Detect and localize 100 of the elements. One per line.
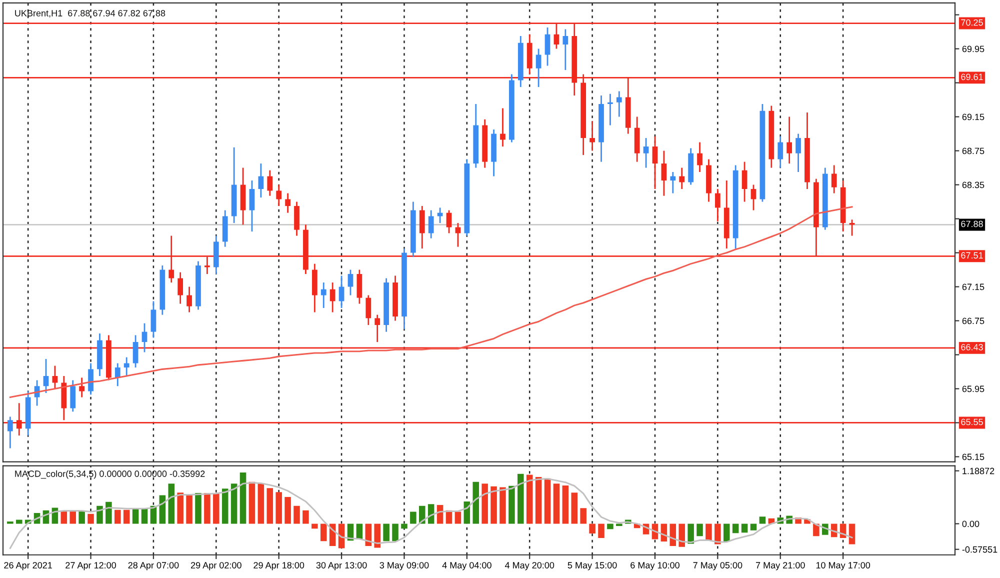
bar bbox=[70, 510, 76, 524]
bar bbox=[374, 524, 380, 548]
candlestick bbox=[697, 142, 702, 173]
candlestick bbox=[43, 358, 49, 394]
candlestick bbox=[132, 334, 138, 368]
bar bbox=[302, 510, 309, 524]
bar bbox=[213, 493, 220, 524]
bar bbox=[526, 474, 533, 524]
candlestick bbox=[536, 48, 542, 88]
bar bbox=[294, 506, 300, 524]
x-tick-label: 4 May 04:00 bbox=[442, 562, 492, 570]
bar bbox=[168, 484, 175, 524]
ref-line-label: 67.51 bbox=[961, 252, 983, 259]
x-tick-label: 29 Apr 18:00 bbox=[254, 562, 304, 570]
x-tick-label: 3 May 09:00 bbox=[380, 562, 429, 570]
bar bbox=[123, 510, 130, 524]
bar bbox=[500, 487, 506, 524]
bar bbox=[258, 484, 264, 524]
bar bbox=[553, 484, 560, 524]
candlestick bbox=[114, 362, 120, 387]
bar bbox=[750, 524, 757, 530]
candlestick bbox=[616, 90, 622, 118]
candlestick bbox=[186, 286, 192, 313]
candlestick bbox=[320, 282, 326, 309]
x-tick-label: 10 May 17:00 bbox=[816, 562, 870, 570]
candlestick bbox=[419, 205, 425, 250]
candlestick bbox=[276, 184, 282, 207]
candlestick bbox=[150, 300, 156, 338]
bar bbox=[723, 524, 730, 542]
bar bbox=[490, 486, 497, 524]
y-tick-label: 69.95 bbox=[962, 46, 984, 52]
candlestick bbox=[178, 272, 184, 304]
bar bbox=[16, 520, 22, 524]
candlestick bbox=[670, 171, 676, 194]
y-tick-label: 0.00 bbox=[962, 520, 980, 528]
candlestick bbox=[590, 120, 595, 152]
line-series bbox=[9, 478, 853, 549]
bar bbox=[240, 472, 246, 524]
candlestick bbox=[294, 201, 300, 236]
candlestick bbox=[500, 108, 506, 148]
y-tick-label: 68.75 bbox=[962, 148, 984, 154]
candlestick bbox=[330, 282, 336, 313]
bar bbox=[186, 495, 192, 524]
y-tick-label: -0.57551 bbox=[962, 546, 998, 553]
y-tick-label: 66.75 bbox=[962, 318, 984, 324]
candlestick bbox=[796, 133, 801, 173]
bar bbox=[312, 524, 318, 529]
x-tick-label: 7 May 21:00 bbox=[756, 562, 805, 570]
ref-line-label: 70.25 bbox=[961, 19, 983, 26]
bar bbox=[848, 524, 856, 544]
bar bbox=[732, 524, 739, 534]
candlestick bbox=[338, 275, 344, 309]
candlestick bbox=[366, 294, 372, 326]
bar bbox=[177, 492, 184, 524]
x-tick-label: 5 May 15:00 bbox=[568, 562, 617, 570]
candlestick bbox=[714, 188, 720, 222]
bar bbox=[508, 486, 515, 524]
bar bbox=[114, 510, 121, 524]
chart-title: MACD_color(5,34,5) 0.00000 0.00000 -0.35992 bbox=[15, 470, 205, 479]
bar bbox=[222, 488, 228, 524]
bar bbox=[759, 516, 766, 524]
bar bbox=[248, 482, 256, 524]
ref-line-label: 69.61 bbox=[961, 74, 983, 80]
candlestick bbox=[544, 26, 550, 66]
bar bbox=[106, 502, 112, 524]
candlestick bbox=[267, 170, 273, 197]
bar bbox=[266, 488, 274, 524]
y-tick-label: 68.35 bbox=[962, 182, 984, 188]
bar bbox=[401, 524, 408, 529]
y-tick-label: 65.15 bbox=[962, 454, 984, 460]
y-tick-label: 1.18872 bbox=[962, 468, 994, 474]
bar bbox=[276, 492, 282, 524]
bar bbox=[670, 524, 676, 546]
bar bbox=[230, 484, 238, 524]
candlestick bbox=[7, 416, 13, 449]
bar bbox=[696, 524, 703, 536]
bar bbox=[688, 524, 694, 544]
x-tick-label: 4 May 20:00 bbox=[504, 562, 554, 570]
bar bbox=[78, 510, 85, 524]
x-tick-label: 7 May 05:00 bbox=[693, 562, 742, 570]
bar bbox=[365, 524, 372, 546]
candlestick bbox=[778, 136, 784, 168]
candlestick bbox=[428, 210, 434, 239]
candlestick bbox=[661, 150, 667, 197]
bar bbox=[678, 524, 685, 547]
bar bbox=[410, 512, 416, 524]
bar bbox=[518, 474, 524, 524]
bar bbox=[706, 524, 712, 541]
candlestick bbox=[79, 376, 84, 398]
candlestick bbox=[142, 322, 148, 353]
bar bbox=[454, 512, 462, 524]
candlestick bbox=[446, 210, 452, 234]
candlestick bbox=[88, 362, 94, 396]
x-tick-label: 27 Apr 12:00 bbox=[66, 562, 116, 570]
bar bbox=[571, 492, 578, 524]
bar bbox=[383, 524, 390, 542]
bar bbox=[741, 524, 748, 533]
candlestick bbox=[786, 116, 792, 164]
bar bbox=[482, 484, 488, 524]
candlestick bbox=[679, 167, 685, 190]
